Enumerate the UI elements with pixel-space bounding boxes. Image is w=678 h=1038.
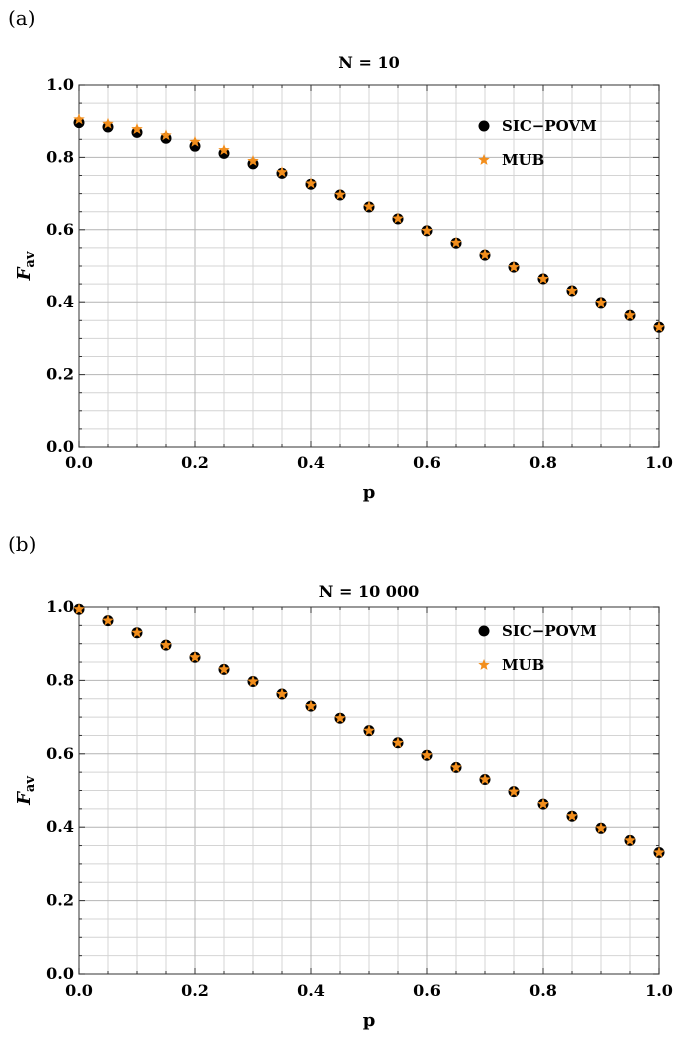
- legend-marker-mub: [478, 154, 490, 165]
- data-point-mub: [73, 603, 85, 615]
- data-point-mub: [624, 834, 636, 846]
- x-axis-label: p: [363, 482, 376, 503]
- data-point-mub: [421, 749, 433, 761]
- data-point-mub: [102, 117, 114, 129]
- data-point-mub: [276, 166, 288, 178]
- x-tick-label: 0.4: [297, 453, 325, 472]
- y-tick-label: 0.2: [46, 365, 74, 384]
- y-tick-label: 1.0: [46, 597, 74, 616]
- y-tick-label: 0.6: [46, 744, 74, 763]
- data-point-mub: [363, 200, 375, 212]
- y-tick-label: 0.8: [46, 670, 74, 689]
- y-tick-label: 0.0: [46, 437, 74, 456]
- y-tick-label: 0.6: [46, 220, 74, 239]
- x-tick-label: 0.8: [529, 981, 557, 1000]
- y-tick-label: 0.0: [46, 964, 74, 983]
- x-tick-label: 0.8: [529, 453, 557, 472]
- data-point-mub: [450, 761, 462, 773]
- x-tick-label: 0.4: [297, 981, 325, 1000]
- y-tick-label: 0.4: [46, 292, 74, 311]
- x-tick-label: 0.0: [65, 981, 93, 1000]
- series-mub: [73, 113, 665, 333]
- data-point-sic-povm: [189, 140, 201, 152]
- x-tick-label: 0.6: [413, 981, 441, 1000]
- legend-label-mub: MUB: [502, 656, 544, 674]
- data-point-mub: [392, 212, 404, 224]
- x-tick-label: 0.0: [65, 453, 93, 472]
- data-point-mub: [508, 785, 520, 797]
- y-axis-label: Fav: [14, 251, 38, 281]
- legend-label-sic-povm: SIC−POVM: [502, 622, 597, 640]
- y-tick-label: 0.8: [46, 147, 74, 166]
- data-point-mub: [73, 113, 85, 125]
- data-point-mub: [189, 651, 201, 663]
- chart-panel-a: 0.0 0.2 0.4 0.6 0.8 1.0 0.0 0.2 0.4 0.6 0.8 1.0 N = …: [14, 53, 673, 503]
- data-point-mub: [595, 822, 607, 834]
- data-point-mub: [334, 712, 346, 724]
- data-point-mub: [624, 309, 636, 321]
- y-tick-label: 0.2: [46, 891, 74, 910]
- data-point-mub: [392, 736, 404, 748]
- x-axis-label: p: [363, 1010, 376, 1031]
- legend-label-mub: MUB: [502, 151, 544, 169]
- data-point-mub: [334, 188, 346, 200]
- y-tick-label: 0.4: [46, 817, 74, 836]
- data-point-mub: [247, 675, 259, 687]
- data-point-mub: [508, 261, 520, 272]
- data-point-mub: [131, 626, 143, 638]
- x-tick-label: 0.6: [413, 453, 441, 472]
- data-point-mub: [566, 284, 578, 296]
- legend-marker-mub: [478, 659, 490, 670]
- chart-title: N = 10 000: [319, 582, 419, 601]
- data-point-mub: [566, 810, 578, 822]
- chart-title: N = 10: [338, 53, 399, 72]
- legend: SIC−POVM MUB: [478, 622, 597, 674]
- data-point-mub: [653, 321, 665, 333]
- y-axis-label: Fav: [14, 776, 38, 806]
- data-point-mub: [305, 700, 317, 711]
- data-point-mub: [421, 224, 433, 236]
- panel-label-b: (b): [8, 532, 37, 556]
- data-point-mub: [305, 177, 317, 189]
- data-point-mub: [218, 144, 230, 156]
- data-point-mub: [160, 129, 172, 141]
- legend: SIC−POVM MUB: [478, 117, 597, 169]
- data-point-mub: [537, 273, 549, 284]
- data-point-mub: [479, 248, 491, 260]
- data-point-mub: [131, 123, 143, 135]
- x-tick-label: 0.2: [181, 981, 209, 1000]
- data-point-mub: [479, 773, 491, 785]
- chart-panel-b: 0.0 0.2 0.4 0.6 0.8 1.0 0.0 0.2 0.4 0.6 0.8 1.0 N = …: [14, 582, 673, 1031]
- x-tick-label: 0.2: [181, 453, 209, 472]
- data-point-mub: [102, 614, 114, 626]
- grid: [78, 606, 660, 975]
- data-point-mub: [537, 798, 549, 809]
- data-point-mub: [160, 639, 172, 651]
- legend-marker-sic-povm: [478, 120, 490, 132]
- data-point-mub: [218, 663, 230, 675]
- data-point-mub: [276, 687, 288, 699]
- legend-marker-sic-povm: [478, 625, 490, 637]
- data-point-mub: [653, 846, 665, 858]
- x-tick-label: 1.0: [645, 981, 673, 1000]
- data-point-mub: [189, 135, 201, 147]
- series-mub: [73, 603, 665, 858]
- data-point-mub: [595, 296, 607, 308]
- data-point-mub: [247, 155, 259, 166]
- data-point-mub: [450, 236, 462, 248]
- y-tick-label: 1.0: [46, 75, 74, 94]
- data-point-mub: [363, 724, 375, 736]
- grid: [78, 84, 660, 448]
- legend-label-sic-povm: SIC−POVM: [502, 117, 597, 135]
- panel-label-a: (a): [8, 6, 36, 30]
- x-tick-label: 1.0: [645, 453, 673, 472]
